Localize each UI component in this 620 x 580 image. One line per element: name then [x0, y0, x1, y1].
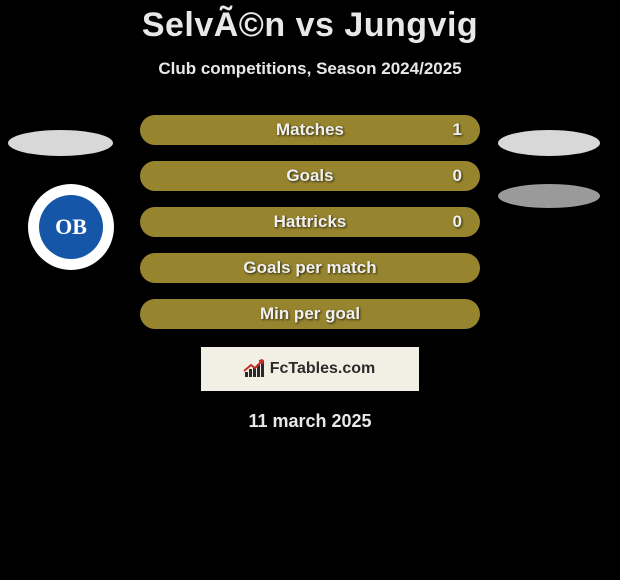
date-label: 11 march 2025 — [0, 411, 620, 432]
stat-label: Hattricks — [274, 212, 347, 232]
stat-bar: Min per goal — [140, 299, 480, 329]
stat-row: Goals per match — [0, 253, 620, 283]
page-subtitle: Club competitions, Season 2024/2025 — [0, 59, 620, 79]
page-title: SelvÃ©n vs Jungvig — [0, 6, 620, 45]
stat-row: Goals 0 — [0, 161, 620, 191]
stat-label: Min per goal — [260, 304, 360, 324]
stat-value: 0 — [453, 166, 462, 186]
comparison-card: SelvÃ©n vs Jungvig Club competitions, Se… — [0, 6, 620, 432]
stat-row: Min per goal — [0, 299, 620, 329]
stat-value: 1 — [453, 120, 462, 140]
chart-icon — [245, 361, 264, 377]
stat-label: Goals — [286, 166, 333, 186]
stat-value: 0 — [453, 212, 462, 232]
stat-row: Matches 1 — [0, 115, 620, 145]
stat-label: Matches — [276, 120, 344, 140]
stat-row: Hattricks 0 — [0, 207, 620, 237]
stat-bar: Hattricks 0 — [140, 207, 480, 237]
brand-badge[interactable]: FcTables.com — [201, 347, 419, 391]
brand-text: FcTables.com — [270, 360, 376, 378]
stat-label: Goals per match — [243, 258, 376, 278]
stat-bar: Matches 1 — [140, 115, 480, 145]
stat-bar: Goals per match — [140, 253, 480, 283]
stat-bar: Goals 0 — [140, 161, 480, 191]
